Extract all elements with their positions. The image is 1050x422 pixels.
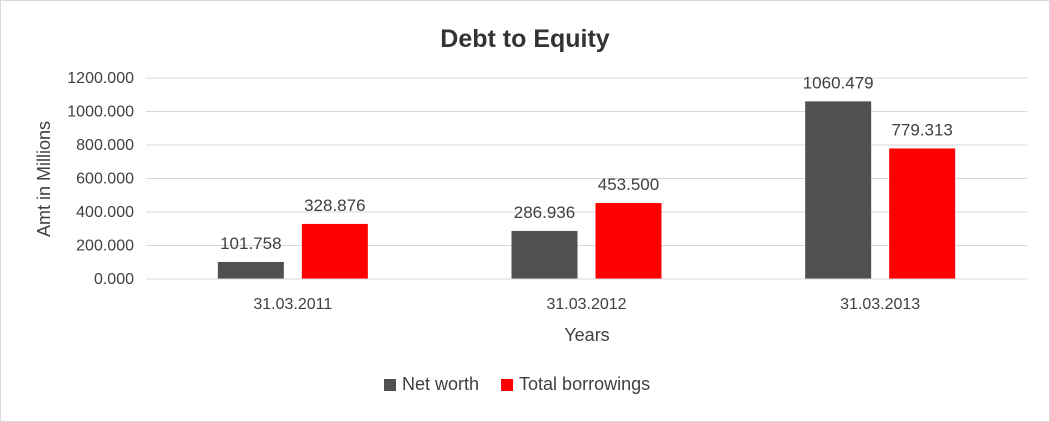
chart-title: Debt to Equity bbox=[440, 25, 610, 53]
y-axis-ticks: 0.000 200.000 400.000 600.000 800.000 1000.00… bbox=[67, 70, 134, 288]
y-tick-label: 400.000 bbox=[76, 204, 134, 221]
x-axis-title: Years bbox=[564, 325, 609, 345]
gridlines bbox=[146, 77, 1027, 280]
data-label: 779.313 bbox=[891, 120, 952, 139]
bar-net-worth bbox=[805, 101, 872, 279]
x-tick-label: 31.03.2011 bbox=[253, 296, 332, 313]
y-tick-label: 800.000 bbox=[76, 137, 134, 154]
data-label: 101.758 bbox=[220, 234, 281, 253]
y-tick-label: 1000.000 bbox=[67, 104, 134, 121]
bar-net-worth bbox=[511, 230, 578, 279]
x-tick-label: 31.03.2012 bbox=[546, 296, 626, 313]
y-tick-label: 200.000 bbox=[76, 238, 134, 255]
data-label: 1060.479 bbox=[803, 73, 874, 92]
bar-total-borrowings bbox=[301, 223, 368, 279]
bar-net-worth bbox=[217, 261, 284, 279]
y-tick-label: 0.000 bbox=[94, 271, 134, 288]
data-label: 453.500 bbox=[598, 175, 659, 194]
legend-swatch bbox=[384, 379, 396, 391]
y-tick-label: 600.000 bbox=[76, 171, 134, 188]
bars bbox=[217, 101, 956, 279]
x-tick-label: 31.03.2013 bbox=[840, 296, 920, 313]
y-tick-label: 1200.000 bbox=[67, 70, 134, 87]
data-labels: 101.758 328.876 286.936 453.500 1060.479 779.… bbox=[220, 73, 953, 253]
legend-swatch bbox=[501, 379, 514, 391]
legend: Net worth Total borrowings bbox=[384, 374, 650, 394]
legend-label: Net worth bbox=[402, 374, 479, 394]
x-axis-ticks: 31.03.2011 31.03.2012 31.03.2013 bbox=[146, 278, 1027, 313]
data-label: 328.876 bbox=[304, 196, 365, 215]
bar-total-borrowings bbox=[595, 203, 662, 279]
data-label: 286.936 bbox=[514, 203, 575, 222]
y-axis-title: Amt in Millions bbox=[34, 121, 54, 237]
legend-label: Total borrowings bbox=[519, 374, 650, 394]
bar-total-borrowings bbox=[889, 148, 956, 279]
